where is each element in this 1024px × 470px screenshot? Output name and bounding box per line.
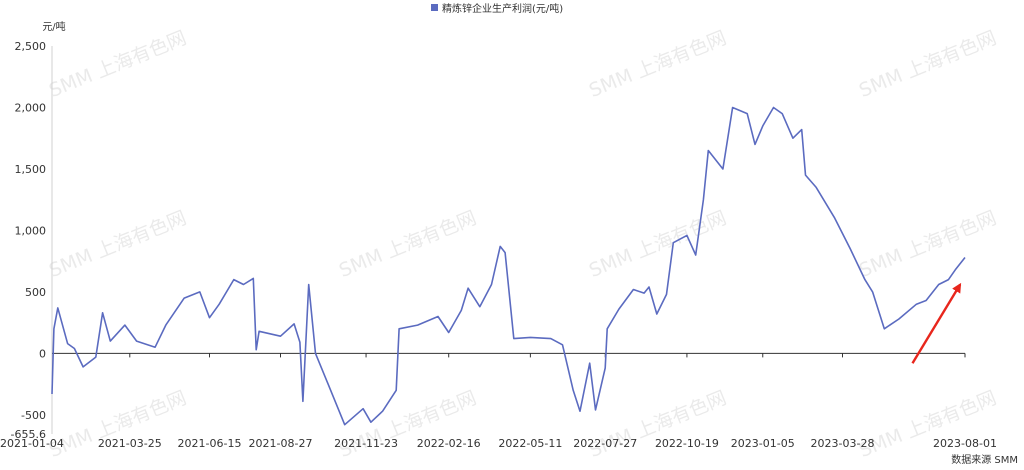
x-tick-label: 2021-03-25: [98, 437, 162, 450]
series-line-profit: [51, 106, 966, 426]
watermark-text: SMM 上海有色网: [586, 207, 730, 282]
watermark-text: SMM 上海有色网: [586, 27, 730, 102]
x-tick-label: 2022-02-16: [417, 437, 481, 450]
watermark-text: SMM 上海有色网: [46, 27, 190, 102]
x-tick-label: 2021-01-04: [0, 437, 64, 450]
x-tick-label: 2022-10-19: [655, 437, 719, 450]
watermark-text: SMM 上海有色网: [856, 27, 1000, 102]
y-axis-unit: 元/吨: [42, 20, 65, 33]
y-tick-label: 2,500: [15, 40, 47, 53]
legend-label: 精炼锌企业生产利润(元/吨): [442, 2, 563, 15]
y-tick-label: 500: [25, 286, 46, 299]
x-tick-label: 2021-08-27: [249, 437, 313, 450]
watermark-text: SMM 上海有色网: [856, 387, 1000, 462]
x-tick-label: 2021-11-23: [334, 437, 398, 450]
y-tick-label: 2,000: [15, 101, 47, 114]
watermark-text: SMM 上海有色网: [336, 387, 480, 462]
y-tick-label: 0: [39, 347, 46, 360]
x-tick-label: 2023-03-28: [811, 437, 875, 450]
y-tick-label: 1,500: [15, 163, 47, 176]
x-tick-label: 2021-06-15: [178, 437, 242, 450]
x-tick-label: 2022-05-11: [498, 437, 562, 450]
watermark-text: SMM 上海有色网: [46, 207, 190, 282]
watermark-text: SMM 上海有色网: [46, 387, 190, 462]
x-axis: 2021-01-04 2021-03-25 2021-06-15 2021-08-27…: [0, 353, 997, 450]
source-label: 数据来源 SMM: [951, 453, 1018, 466]
x-tick-label: 2022-07-27: [573, 437, 637, 450]
watermarks: SMM 上海有色网 SMM 上海有色网 SMM 上海有色网 SMM 上海有色网 SMM …: [46, 27, 1000, 462]
x-tick-label: 2023-01-05: [731, 437, 795, 450]
y-tick-label: 1,000: [15, 224, 47, 237]
watermark-text: SMM 上海有色网: [336, 207, 480, 282]
watermark-text: SMM 上海有色网: [856, 207, 1000, 282]
y-min-label: -655.6: [11, 428, 46, 441]
legend: 精炼锌企业生产利润(元/吨): [431, 2, 563, 15]
y-axis: 2,500 2,000 1,500 1,000 500 0 -500 -655.6: [11, 40, 46, 441]
watermark-text: SMM 上海有色网: [586, 387, 730, 462]
x-tick-label: 2023-08-01: [933, 437, 997, 450]
y-tick-label: -500: [21, 409, 46, 422]
trend-arrow: [911, 282, 962, 364]
legend-swatch: [431, 4, 438, 11]
